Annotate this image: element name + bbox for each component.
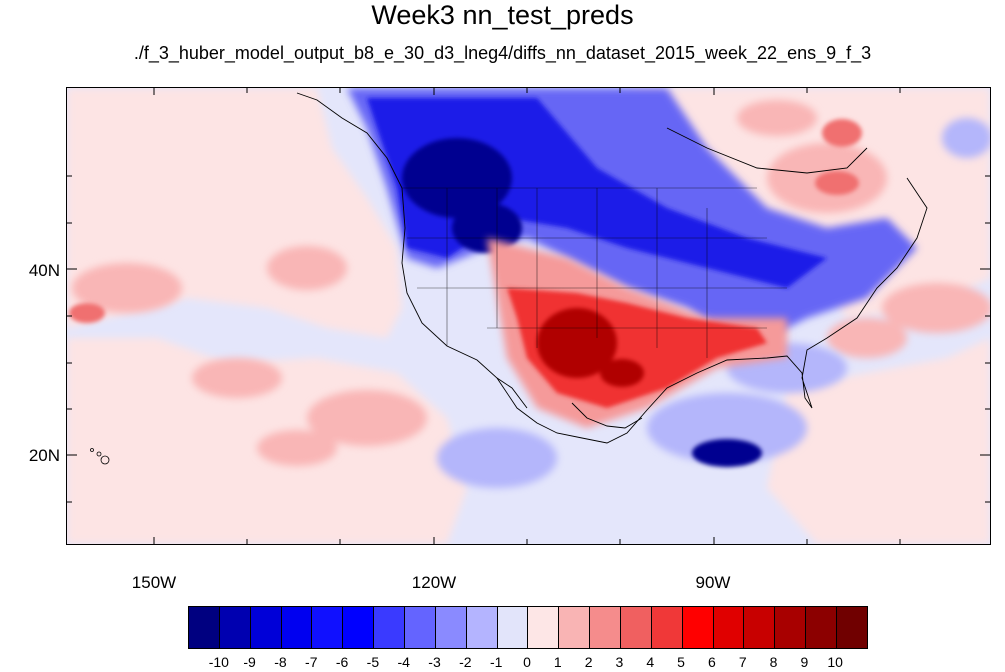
map-panel	[66, 87, 991, 545]
colorbar-box	[559, 607, 591, 648]
plot-subtitle: ./f_3_huber_model_output_b8_e_30_d3_lneg…	[133, 43, 872, 63]
colorbar-label: -6	[335, 654, 349, 670]
colorbar-label: -5	[366, 654, 380, 670]
colorbar-label: -4	[397, 654, 410, 670]
colorbar-box	[651, 607, 683, 648]
colorbar-box	[744, 607, 776, 648]
colorbar-label: -9	[243, 654, 256, 670]
colorbar-box	[775, 607, 807, 648]
y-tick-label-40n: 40N	[28, 261, 60, 280]
colorbar-label: 0	[523, 654, 531, 670]
colorbar-label: 7	[738, 654, 747, 670]
colorbar-label: 10	[827, 654, 843, 670]
colorbar-box	[405, 607, 436, 648]
plot-title: Week3 nn_test_preds	[371, 0, 634, 30]
anomaly-field	[67, 88, 990, 544]
coastline	[296, 92, 928, 444]
colorbar-label: 6	[708, 654, 716, 670]
colorbar-box	[312, 607, 344, 648]
colorbar-box	[497, 607, 529, 648]
colorbar-box	[682, 607, 714, 648]
colorbar-label: 2	[584, 654, 593, 670]
state-borders	[402, 187, 787, 358]
colorbar-box	[281, 607, 313, 648]
colorbar-label: -8	[274, 654, 287, 670]
colorbar-label: 3	[615, 654, 624, 670]
colorbar-label: -10	[208, 654, 229, 670]
colorbar-box	[466, 607, 498, 648]
colorbar-box	[343, 607, 375, 648]
colorbar-box	[806, 607, 838, 648]
colorbar-box	[621, 607, 652, 648]
colorbar-label: -2	[459, 654, 472, 670]
colorbar-label: 9	[800, 654, 809, 670]
colorbar-label: -1	[489, 654, 503, 670]
colorbar-box	[219, 607, 251, 648]
colorbar-label: -3	[428, 654, 441, 670]
colorbar-label: 5	[677, 654, 685, 670]
colorbar-box	[374, 607, 406, 648]
colorbar-box	[590, 607, 622, 648]
colorbar-label: 4	[646, 654, 655, 670]
colorbar-label: -7	[305, 654, 318, 670]
colorbar	[188, 606, 868, 649]
colorbar-box	[435, 607, 467, 648]
colorbar-label: 8	[769, 654, 778, 670]
colorbar-box	[528, 607, 560, 648]
colorbar-label: 1	[553, 654, 562, 670]
colorbar-box	[189, 607, 220, 648]
y-tick-label-20n: 20N	[28, 446, 60, 465]
colorbar-box	[713, 607, 745, 648]
x-tick-label-120w: 120W	[411, 573, 457, 592]
colorbar-box	[250, 607, 282, 648]
colorbar-box	[837, 607, 867, 648]
x-tick-label-150w: 150W	[131, 573, 177, 592]
x-tick-label-90w: 90W	[695, 573, 731, 592]
